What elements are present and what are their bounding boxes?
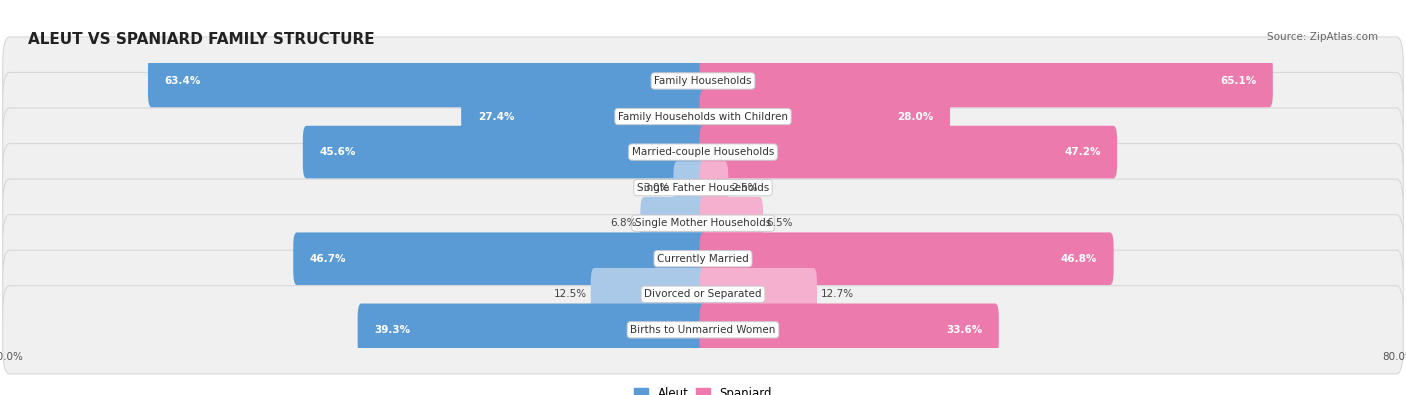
Text: 6.5%: 6.5% [766,218,793,228]
FancyBboxPatch shape [700,197,763,250]
Text: Family Households: Family Households [654,76,752,86]
Legend: Aleut, Spaniard: Aleut, Spaniard [630,382,776,395]
FancyBboxPatch shape [461,90,706,143]
Text: 3.0%: 3.0% [644,182,669,193]
Text: Single Father Households: Single Father Households [637,182,769,193]
FancyBboxPatch shape [294,232,706,285]
Text: Married-couple Households: Married-couple Households [631,147,775,157]
FancyBboxPatch shape [3,37,1403,125]
Text: 28.0%: 28.0% [897,111,934,122]
Text: 33.6%: 33.6% [946,325,983,335]
Text: Family Households with Children: Family Households with Children [619,111,787,122]
FancyBboxPatch shape [3,143,1403,232]
FancyBboxPatch shape [700,55,1272,107]
FancyBboxPatch shape [302,126,706,179]
Text: ALEUT VS SPANIARD FAMILY STRUCTURE: ALEUT VS SPANIARD FAMILY STRUCTURE [28,32,375,47]
Text: 46.7%: 46.7% [309,254,346,264]
Text: Source: ZipAtlas.com: Source: ZipAtlas.com [1267,32,1378,41]
FancyBboxPatch shape [3,108,1403,196]
FancyBboxPatch shape [700,126,1118,179]
Text: Currently Married: Currently Married [657,254,749,264]
FancyBboxPatch shape [3,250,1403,339]
FancyBboxPatch shape [591,268,706,321]
FancyBboxPatch shape [700,303,998,356]
FancyBboxPatch shape [148,55,706,107]
Text: 46.8%: 46.8% [1060,254,1097,264]
FancyBboxPatch shape [3,214,1403,303]
FancyBboxPatch shape [3,286,1403,374]
FancyBboxPatch shape [640,197,706,250]
FancyBboxPatch shape [3,179,1403,267]
Text: 65.1%: 65.1% [1220,76,1257,86]
Text: 2.5%: 2.5% [731,182,758,193]
Text: 39.3%: 39.3% [374,325,411,335]
Text: Divorced or Separated: Divorced or Separated [644,289,762,299]
Text: 12.5%: 12.5% [554,289,588,299]
Text: 47.2%: 47.2% [1064,147,1101,157]
FancyBboxPatch shape [3,72,1403,161]
FancyBboxPatch shape [700,232,1114,285]
Text: Single Mother Households: Single Mother Households [636,218,770,228]
FancyBboxPatch shape [357,303,706,356]
Text: 63.4%: 63.4% [165,76,201,86]
Text: 6.8%: 6.8% [610,218,637,228]
FancyBboxPatch shape [673,161,706,214]
Text: 45.6%: 45.6% [319,147,356,157]
FancyBboxPatch shape [700,161,728,214]
Text: 12.7%: 12.7% [821,289,853,299]
FancyBboxPatch shape [700,268,817,321]
Text: Births to Unmarried Women: Births to Unmarried Women [630,325,776,335]
Text: 27.4%: 27.4% [478,111,515,122]
FancyBboxPatch shape [700,90,950,143]
